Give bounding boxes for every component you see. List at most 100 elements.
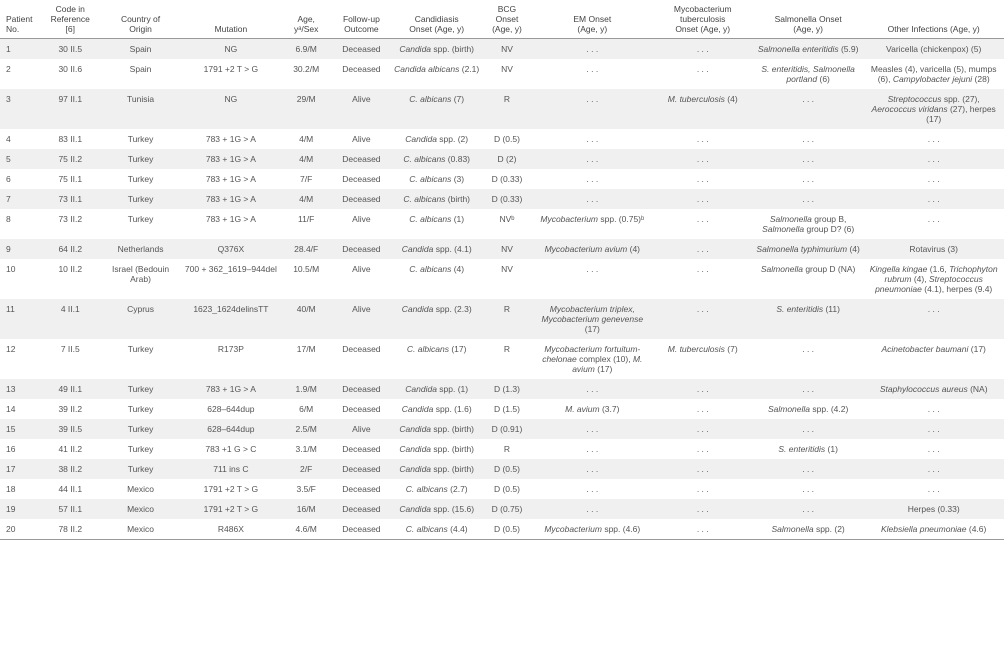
table-cell: Spain (100, 59, 180, 89)
clinical-data-table: PatientNo.Code inReference[6]Country ofO… (0, 0, 1004, 540)
column-header: Follow-upOutcome (331, 0, 391, 39)
table-cell: 3 (0, 89, 40, 129)
table-cell: . . . (532, 259, 652, 299)
table-cell: 18 (0, 479, 40, 499)
table-cell: 39 II.5 (40, 419, 100, 439)
table-cell: Salmonella spp. (4.2) (753, 399, 863, 419)
table-cell: 39 II.2 (40, 399, 100, 419)
table-cell: . . . (532, 499, 652, 519)
table-cell: Candida spp. (1) (392, 379, 482, 399)
table-cell: D (0.91) (482, 419, 532, 439)
table-cell: 29/M (281, 89, 331, 129)
table-cell: Tunisia (100, 89, 180, 129)
table-cell: . . . (653, 149, 753, 169)
table-cell: 10 (0, 259, 40, 299)
table-cell: Turkey (100, 169, 180, 189)
table-cell: 7/F (281, 169, 331, 189)
table-cell: Staphylococcus aureus (NA) (863, 379, 1004, 399)
table-cell: Turkey (100, 439, 180, 459)
table-cell: Turkey (100, 149, 180, 169)
table-cell: . . . (532, 479, 652, 499)
table-cell: Spain (100, 39, 180, 60)
table-cell: C. albicans (1) (392, 209, 482, 239)
table-cell: Turkey (100, 399, 180, 419)
table-cell: Turkey (100, 189, 180, 209)
table-cell: Deceased (331, 169, 391, 189)
table-cell: . . . (532, 89, 652, 129)
table-cell: NV (482, 59, 532, 89)
table-cell: Mycobacterium spp. (4.6) (532, 519, 652, 540)
table-row: 1439 II.2Turkey628–644dup6/MDeceasedCand… (0, 399, 1004, 419)
table-cell: . . . (753, 499, 863, 519)
table-cell: Rotavirus (3) (863, 239, 1004, 259)
table-cell: Deceased (331, 499, 391, 519)
table-cell: D (0.5) (482, 129, 532, 149)
table-cell: 10.5/M (281, 259, 331, 299)
table-cell: 75 II.1 (40, 169, 100, 189)
table-row: 675 II.1Turkey783 + 1G > A7/FDeceasedC. … (0, 169, 1004, 189)
table-cell: 17 (0, 459, 40, 479)
table-cell: 7 II.5 (40, 339, 100, 379)
table-cell: C. albicans (2.7) (392, 479, 482, 499)
column-header: Mutation (181, 0, 281, 39)
table-cell: Varicella (chickenpox) (5) (863, 39, 1004, 60)
table-cell: . . . (653, 239, 753, 259)
table-cell: . . . (532, 459, 652, 479)
table-cell: 75 II.2 (40, 149, 100, 169)
table-cell: 2/F (281, 459, 331, 479)
column-header: BCGOnset(Age, y) (482, 0, 532, 39)
table-cell: 44 II.1 (40, 479, 100, 499)
table-cell: 78 II.2 (40, 519, 100, 540)
table-cell: . . . (653, 459, 753, 479)
table-cell: . . . (653, 439, 753, 459)
table-cell: 38 II.2 (40, 459, 100, 479)
table-cell: 30.2/M (281, 59, 331, 89)
table-cell: . . . (532, 189, 652, 209)
table-cell: 73 II.1 (40, 189, 100, 209)
table-row: 397 II.1TunisiaNG29/MAliveC. albicans (7… (0, 89, 1004, 129)
table-cell: . . . (863, 189, 1004, 209)
table-cell: M. tuberculosis (4) (653, 89, 753, 129)
column-header: Country ofOrigin (100, 0, 180, 39)
table-cell: . . . (863, 459, 1004, 479)
table-cell: 11 (0, 299, 40, 339)
table-row: 1738 II.2Turkey711 ins C2/FDeceasedCandi… (0, 459, 1004, 479)
table-cell: 3.1/M (281, 439, 331, 459)
table-cell: . . . (532, 149, 652, 169)
table-cell: . . . (753, 339, 863, 379)
table-row: 1539 II.5Turkey628–644dup2.5/MAliveCandi… (0, 419, 1004, 439)
table-cell: 64 II.2 (40, 239, 100, 259)
table-row: 773 II.1Turkey783 + 1G > A4/MDeceasedC. … (0, 189, 1004, 209)
table-cell: D (2) (482, 149, 532, 169)
table-cell: NG (181, 39, 281, 60)
table-cell: Alive (331, 259, 391, 299)
table-cell: 4/M (281, 189, 331, 209)
table-cell: NV (482, 259, 532, 299)
table-cell: 1 (0, 39, 40, 60)
table-cell: Acinetobacter baumani (17) (863, 339, 1004, 379)
table-cell: Candida spp. (1.6) (392, 399, 482, 419)
table-cell: 4/M (281, 129, 331, 149)
column-header: MycobacteriumtuberculosisOnset (Age, y) (653, 0, 753, 39)
table-cell: Mexico (100, 499, 180, 519)
table-cell: 783 + 1G > A (181, 169, 281, 189)
table-cell: 1791 +2 T > G (181, 499, 281, 519)
table-cell: . . . (532, 129, 652, 149)
table-cell: Deceased (331, 189, 391, 209)
table-cell: Alive (331, 209, 391, 239)
table-cell: . . . (653, 129, 753, 149)
table-cell: 6 (0, 169, 40, 189)
table-cell: 711 ins C (181, 459, 281, 479)
table-cell: C. albicans (4.4) (392, 519, 482, 540)
table-cell: . . . (863, 209, 1004, 239)
table-cell: Deceased (331, 439, 391, 459)
table-cell: . . . (753, 419, 863, 439)
table-cell: 30 II.5 (40, 39, 100, 60)
table-cell: Turkey (100, 339, 180, 379)
table-cell: 19 (0, 499, 40, 519)
table-cell: . . . (863, 149, 1004, 169)
table-cell: Mexico (100, 519, 180, 540)
table-cell: 3.5/F (281, 479, 331, 499)
table-cell: 783 +1 G > C (181, 439, 281, 459)
table-cell: S. enteritidis (1) (753, 439, 863, 459)
